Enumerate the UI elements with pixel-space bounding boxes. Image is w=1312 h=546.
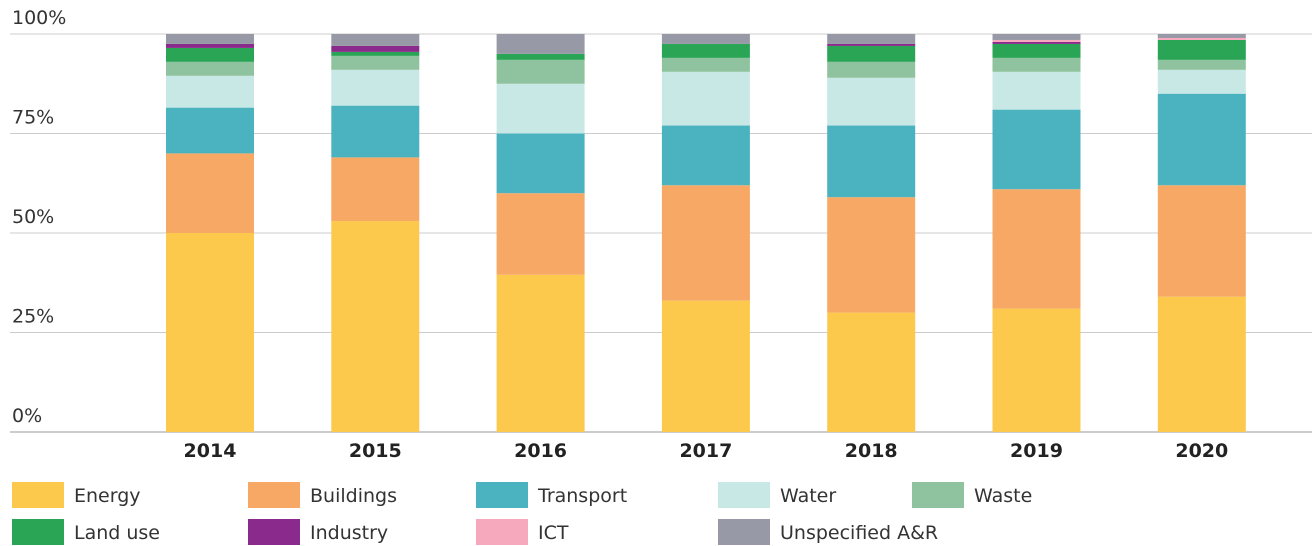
bar-segment <box>827 45 916 62</box>
x-tick-label: 2017 <box>679 440 732 462</box>
x-tick-label: 2018 <box>845 440 898 462</box>
legend-label: Transport <box>537 485 627 507</box>
bar-segment <box>331 34 420 46</box>
legend-label: Water <box>780 485 836 507</box>
bar-segment <box>496 274 585 432</box>
bar-segment <box>496 34 585 54</box>
y-tick-label: 50% <box>12 206 54 228</box>
legend-label: Land use <box>74 522 160 544</box>
x-tick-label: 2016 <box>514 440 567 462</box>
bar-segment <box>496 193 585 275</box>
y-tick-label: 100% <box>12 7 66 29</box>
bar-segment <box>496 53 585 60</box>
legend-label: Energy <box>74 485 141 507</box>
bar-segment <box>661 300 750 432</box>
legend-label: Unspecified A&R <box>780 522 938 544</box>
bar-segment <box>661 34 750 44</box>
bar-segment <box>827 61 916 78</box>
bar-segment <box>661 43 750 58</box>
bar-segment <box>331 69 420 106</box>
bar-segment <box>1157 39 1246 60</box>
legend-swatch <box>912 482 964 508</box>
bar-segment <box>992 57 1081 72</box>
bar-segment <box>827 197 916 313</box>
x-tick-label: 2014 <box>184 440 237 462</box>
bar-segment <box>827 312 916 432</box>
bar-segment <box>827 43 916 46</box>
bar-segment <box>827 125 916 198</box>
x-tick-label: 2019 <box>1010 440 1063 462</box>
bar-segment <box>1157 93 1246 186</box>
x-tick-label: 2015 <box>349 440 402 462</box>
legend-label: ICT <box>538 522 569 544</box>
bar-segment <box>166 75 254 108</box>
bar-segment <box>331 105 420 158</box>
bar-segment <box>331 45 420 52</box>
bar-segment <box>992 34 1081 40</box>
bar-segment <box>166 43 254 48</box>
bar-segment <box>661 57 750 72</box>
y-tick-label: 25% <box>12 306 54 328</box>
bar-segment <box>166 233 254 432</box>
legend-swatch <box>476 519 528 545</box>
legend-swatch <box>476 482 528 508</box>
legend-swatch <box>12 519 64 545</box>
bar-segment <box>992 109 1081 190</box>
y-tick-label: 75% <box>12 107 54 129</box>
bar-segment <box>1157 37 1246 40</box>
bar-segment <box>827 77 916 126</box>
legend-swatch <box>248 482 300 508</box>
y-tick-label: 0% <box>12 405 42 427</box>
bar-segment <box>331 51 420 56</box>
bar-segment <box>496 59 585 84</box>
bar-segment <box>1157 69 1246 94</box>
bar-segment <box>992 43 1081 58</box>
legend-label: Buildings <box>310 485 397 507</box>
bar-segment <box>166 107 254 154</box>
bar-segment <box>827 34 916 44</box>
bar-segment <box>166 61 254 76</box>
x-tick-label: 2020 <box>1175 440 1228 462</box>
bar-segment <box>661 71 750 126</box>
legend-swatch <box>248 519 300 545</box>
bar-segment <box>496 133 585 194</box>
legend-label: Waste <box>974 485 1032 507</box>
bar-segment <box>1157 185 1246 297</box>
legend-swatch <box>12 482 64 508</box>
bar-segment <box>992 39 1081 42</box>
bar-segment <box>166 34 254 44</box>
bar-segment <box>992 189 1081 309</box>
bar-segment <box>331 221 420 432</box>
bar-segment <box>661 185 750 301</box>
bar-segment <box>331 55 420 70</box>
bar-segment <box>496 83 585 134</box>
bar-segment <box>1157 34 1246 38</box>
bar-segment <box>331 157 420 222</box>
bar-segment <box>1157 296 1246 432</box>
legend-swatch <box>718 519 770 545</box>
bar-segment <box>166 153 254 233</box>
legend-swatch <box>718 482 770 508</box>
bar-segment <box>166 47 254 62</box>
bar-segment <box>1157 59 1246 70</box>
legend-label: Industry <box>310 522 388 544</box>
bar-segment <box>992 41 1081 44</box>
bar-segment <box>661 125 750 186</box>
bar-segment <box>992 71 1081 110</box>
bar-segment <box>992 308 1081 432</box>
